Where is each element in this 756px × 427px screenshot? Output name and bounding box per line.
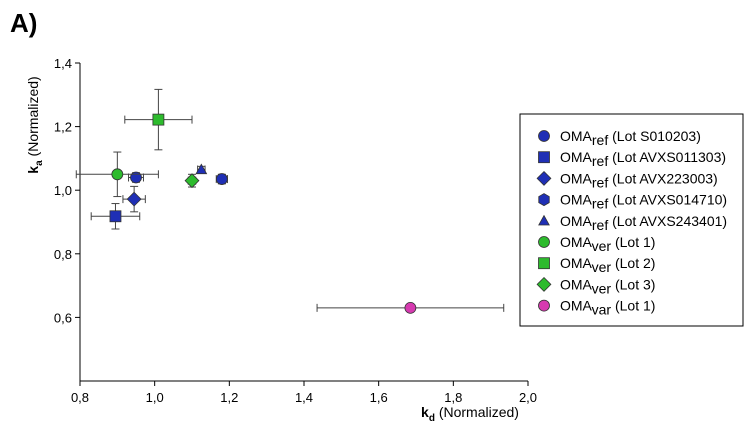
tick-labels: 0,8 1,0 1,2 1,4 1,6 1,8 2,0 0,6 0,8 1,0 1,2 1,4 (54, 56, 537, 405)
y-tick-label: 0,8 (54, 247, 72, 262)
legend-label-suffix: (Lot AVX223003) (608, 170, 717, 186)
x-axis-title-suffix: (Normalized) (435, 404, 519, 420)
legend-label-sub: ref (592, 132, 608, 148)
data-point (152, 113, 165, 126)
data-point (126, 191, 142, 207)
data-point (130, 171, 142, 184)
data-point-group (128, 171, 144, 184)
legend-label: OMAver (Lot 1) (560, 234, 655, 254)
x-tick-label: 1,4 (295, 390, 313, 405)
legend-label-main: OMA (560, 170, 593, 186)
legend-item: OMAref (Lot AVXS014710) (538, 192, 727, 212)
data-point-group (184, 173, 200, 189)
legend-label-main: OMA (560, 298, 593, 314)
x-tick-label: 1,6 (370, 390, 388, 405)
legend-marker (538, 193, 550, 207)
legend-marker (538, 130, 550, 142)
legend-marker (536, 276, 552, 292)
legend-label: OMAref (Lot AVXS243401) (560, 213, 727, 233)
legend-label-suffix: (Lot 2) (611, 255, 655, 271)
legend-item: OMAver (Lot 2) (538, 255, 655, 275)
legend-label-main: OMA (560, 128, 593, 144)
data-point (184, 173, 200, 189)
x-tick-label: 1,2 (220, 390, 238, 405)
legend-label-suffix: (Lot AVXS243401) (608, 213, 727, 229)
legend-item: OMAref (Lot S010203) (538, 128, 701, 148)
legend-label: OMAvar (Lot 1) (560, 298, 655, 318)
x-tick-label: 0,8 (71, 390, 89, 405)
legend-label-main: OMA (560, 192, 593, 208)
legend-marker (538, 151, 550, 164)
legend-label-main: OMA (560, 234, 593, 250)
legend-label-sub: ver (592, 259, 612, 275)
legend-label-suffix: (Lot S010203) (608, 128, 701, 144)
legend-item: OMAver (Lot 1) (538, 234, 655, 254)
legend-box (519, 113, 744, 327)
data-point (215, 173, 228, 185)
legend-marker (538, 236, 550, 248)
data-points (75, 88, 505, 314)
legend-label-main: OMA (560, 149, 593, 165)
legend-label-sub: ref (592, 153, 608, 169)
data-point-group (195, 163, 208, 175)
legend-label: OMAref (Lot AVX223003) (560, 170, 718, 190)
legend-label-sub: ref (592, 196, 608, 212)
y-axis-title-sub: a (34, 160, 45, 166)
legend-item: OMAref (Lot AVX223003) (536, 170, 718, 190)
legend: OMAref (Lot S010203)OMAref (Lot AVXS0113… (519, 113, 744, 327)
data-point (404, 301, 417, 314)
legend-item: OMAver (Lot 3) (536, 276, 655, 296)
y-axis-title-main: k (25, 166, 41, 174)
data-point-group (215, 173, 228, 185)
legend-label: OMAref (Lot AVXS011303) (560, 149, 726, 169)
data-point (195, 163, 208, 175)
legend-label-suffix: (Lot AVXS014710) (608, 192, 727, 208)
legend-label-sub: var (592, 302, 612, 318)
legend-marker (538, 257, 550, 270)
legend-item: OMAvar (Lot 1) (538, 298, 655, 318)
panel-label: A) (10, 8, 38, 38)
legend-label-main: OMA (560, 255, 593, 271)
data-point (111, 168, 124, 181)
legend-label-sub: ref (592, 174, 608, 190)
legend-marker (538, 299, 550, 312)
x-axis-title-main: k (421, 404, 429, 420)
y-axis-title-suffix: (Normalized) (25, 76, 41, 160)
y-axis-title: ka (Normalized) (25, 76, 45, 173)
data-point (109, 210, 122, 223)
y-tick-label: 1,2 (54, 120, 72, 135)
legend-label: OMAref (Lot AVXS014710) (560, 192, 727, 212)
axes (75, 62, 529, 386)
legend-label-main: OMA (560, 276, 593, 292)
data-point-group (90, 203, 141, 230)
legend-label-suffix: (Lot 1) (611, 234, 655, 250)
legend-item: OMAref (Lot AVXS011303) (538, 149, 726, 169)
y-tick-label: 1,0 (54, 183, 72, 198)
legend-label-suffix: (Lot 3) (611, 276, 655, 292)
legend-marker (538, 214, 550, 226)
legend-label-sub: ver (592, 280, 612, 296)
data-point-group (316, 301, 505, 314)
y-tick-label: 0,6 (54, 310, 72, 325)
x-tick-label: 2,0 (519, 390, 537, 405)
data-point-group (122, 185, 146, 213)
legend-marker (536, 170, 552, 186)
x-tick-label: 1,0 (146, 390, 164, 405)
data-point-group (124, 88, 193, 151)
x-axis-title: kd (Normalized) (421, 404, 519, 424)
legend-label: OMAref (Lot S010203) (560, 128, 701, 148)
x-axis-title-sub: d (429, 413, 435, 424)
legend-label-sub: ref (592, 217, 608, 233)
legend-label: OMAver (Lot 2) (560, 255, 655, 275)
legend-item: OMAref (Lot AVXS243401) (538, 213, 727, 233)
data-point-group (75, 151, 159, 198)
legend-label-suffix: (Lot 1) (611, 298, 655, 314)
legend-label-sub: ver (592, 238, 612, 254)
x-tick-label: 1,8 (444, 390, 462, 405)
legend-label-main: OMA (560, 213, 593, 229)
legend-label-suffix: (Lot AVXS011303) (608, 149, 726, 165)
legend-label: OMAver (Lot 3) (560, 276, 655, 296)
y-tick-label: 1,4 (54, 56, 72, 71)
